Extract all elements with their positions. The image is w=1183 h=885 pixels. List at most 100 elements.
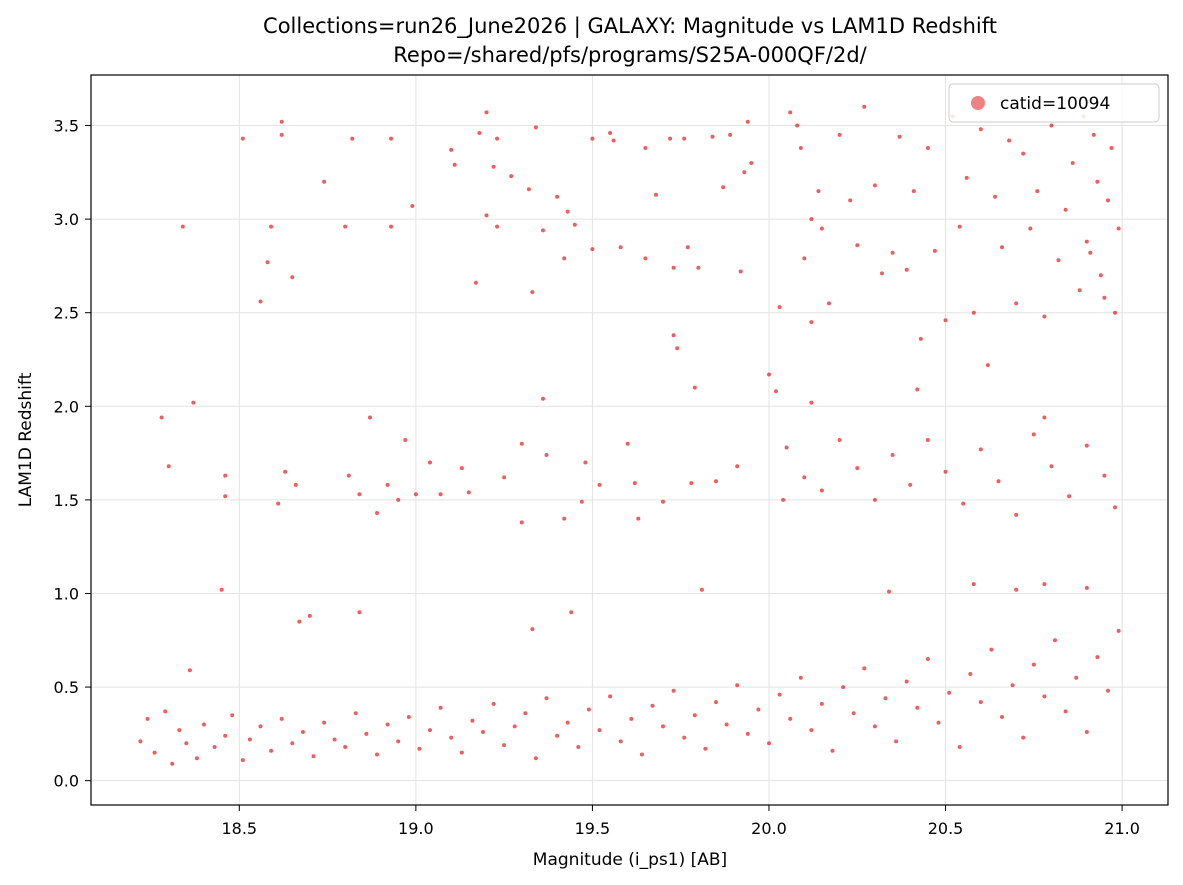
data-point xyxy=(742,170,747,175)
data-point xyxy=(908,482,913,487)
data-point xyxy=(240,758,245,763)
data-point xyxy=(332,737,337,742)
plot-frame xyxy=(90,74,1169,806)
data-point xyxy=(809,400,814,405)
data-point xyxy=(904,679,909,684)
data-point xyxy=(247,737,252,742)
chart-title: Collections=run26_June2026 | GALAXY: Mag… xyxy=(263,14,997,39)
data-point xyxy=(293,482,298,487)
data-point xyxy=(675,346,680,351)
data-point xyxy=(544,696,549,701)
data-point xyxy=(777,692,782,697)
data-point xyxy=(781,497,786,502)
data-point xyxy=(682,136,687,141)
data-point xyxy=(449,147,454,152)
data-point xyxy=(745,731,750,736)
data-point xyxy=(177,728,182,733)
data-point xyxy=(519,441,524,446)
data-point xyxy=(1031,432,1036,437)
data-point xyxy=(509,174,514,179)
data-point xyxy=(541,228,545,233)
data-point xyxy=(872,724,877,729)
data-point xyxy=(283,469,288,474)
data-point xyxy=(957,224,962,229)
data-point xyxy=(459,750,464,755)
data-point xyxy=(890,453,895,457)
data-point xyxy=(170,761,175,766)
data-point xyxy=(322,179,327,184)
data-point xyxy=(452,162,457,167)
data-point xyxy=(276,501,281,506)
data-point xyxy=(191,400,196,405)
data-point xyxy=(851,711,856,716)
data-point xyxy=(872,497,877,502)
x-tick-label: 21.0 xyxy=(1104,819,1140,838)
data-point xyxy=(993,194,997,199)
data-point xyxy=(406,715,411,719)
data-point xyxy=(477,131,482,135)
data-point xyxy=(830,748,835,753)
data-point xyxy=(311,754,316,759)
data-point xyxy=(841,685,846,690)
data-point xyxy=(978,127,983,132)
data-point xyxy=(590,247,595,252)
data-point xyxy=(385,482,390,487)
data-point xyxy=(689,481,694,486)
data-point xyxy=(964,175,969,180)
data-point xyxy=(650,703,655,708)
data-point xyxy=(978,700,983,705)
grid xyxy=(91,75,1168,805)
legend-box xyxy=(948,83,1160,123)
data-point xyxy=(1028,226,1033,231)
data-point xyxy=(1014,301,1019,306)
data-point xyxy=(565,209,570,214)
data-point xyxy=(1095,179,1100,184)
data-point xyxy=(1021,151,1026,156)
data-point xyxy=(481,730,485,734)
data-point xyxy=(502,475,507,480)
data-point xyxy=(187,668,192,673)
data-point xyxy=(219,587,224,592)
data-point xyxy=(279,132,284,137)
data-point xyxy=(968,672,973,676)
data-point xyxy=(459,466,464,471)
data-point xyxy=(629,716,634,721)
data-point xyxy=(911,189,916,194)
data-point xyxy=(745,119,750,124)
data-point xyxy=(322,720,327,725)
data-point xyxy=(364,731,369,736)
data-point xyxy=(572,222,577,227)
data-point xyxy=(512,724,517,729)
data-point xyxy=(1084,585,1089,590)
x-tick-label: 20.0 xyxy=(751,819,787,838)
data-point xyxy=(682,735,687,740)
data-point xyxy=(925,657,930,661)
data-point xyxy=(855,466,860,471)
data-point xyxy=(735,683,740,688)
data-point xyxy=(618,245,623,250)
data-point xyxy=(661,499,665,504)
data-point xyxy=(583,460,588,465)
y-tick-label: 3.0 xyxy=(54,210,79,229)
data-point xyxy=(904,267,909,272)
data-point xyxy=(1014,587,1019,592)
data-point xyxy=(484,110,489,115)
data-point xyxy=(269,224,274,229)
data-point xyxy=(491,164,496,169)
data-point xyxy=(1109,146,1114,150)
data-point xyxy=(724,722,729,727)
data-point xyxy=(809,217,814,222)
data-point xyxy=(872,183,877,188)
data-point xyxy=(1021,735,1026,740)
x-tick-label: 18.5 xyxy=(221,819,257,838)
data-point xyxy=(788,716,793,721)
data-point xyxy=(1042,415,1047,420)
data-point xyxy=(1035,189,1040,194)
data-point xyxy=(608,694,613,699)
data-point xyxy=(714,700,718,705)
y-tick-label: 2.0 xyxy=(54,397,79,416)
data-point xyxy=(654,192,658,197)
data-point xyxy=(943,469,948,474)
data-point xyxy=(816,189,821,194)
data-point xyxy=(855,243,860,248)
